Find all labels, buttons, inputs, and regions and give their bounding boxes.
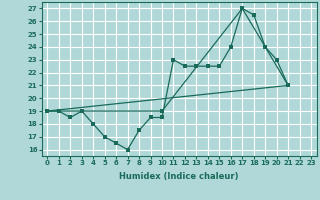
X-axis label: Humidex (Indice chaleur): Humidex (Indice chaleur) xyxy=(119,172,239,181)
